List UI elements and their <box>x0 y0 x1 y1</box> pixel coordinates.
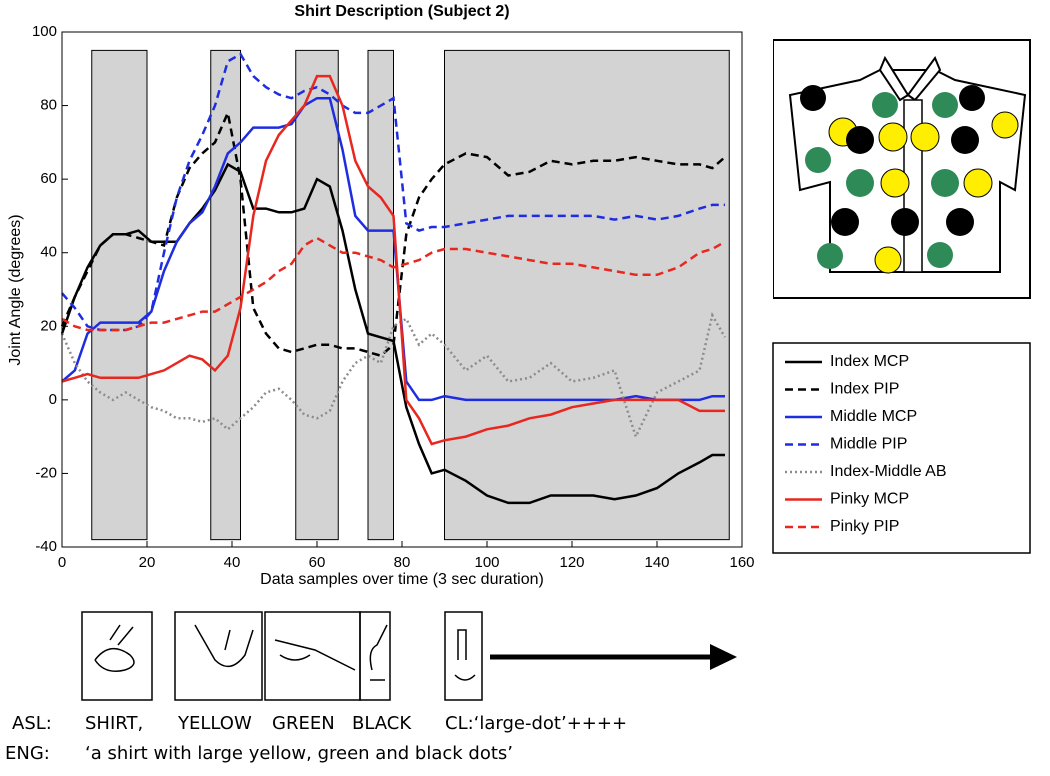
shaded-region <box>210 49 241 541</box>
y-tick-label: 0 <box>49 391 57 408</box>
legend-label: Pinky PIP <box>830 518 899 535</box>
sign-yellow <box>174 611 263 701</box>
series-line <box>61 74 725 446</box>
y-tick-label: -20 <box>35 464 57 481</box>
y-tick-label: 100 <box>32 23 57 40</box>
hand-sketch <box>454 629 476 681</box>
gloss-word: CL:‘large-dot’++++ <box>445 713 627 734</box>
plot-area: 0 20 40 60 80 100 120 140 160 -40 -20 0 20 40 60 80 100 <box>32 23 755 571</box>
legend-label: Middle PIP <box>830 436 907 453</box>
gloss-word: SHIRT, <box>85 713 143 734</box>
x-tick-label: 60 <box>309 554 326 571</box>
sign-illustrations <box>81 611 483 701</box>
y-tick-label: 20 <box>40 317 57 334</box>
series-line <box>61 96 725 402</box>
legend-label: Index MCP <box>830 353 909 370</box>
hand-sketch <box>94 624 135 672</box>
shaded-region <box>91 49 148 541</box>
series-line <box>61 236 726 332</box>
x-tick-label: 80 <box>394 554 411 571</box>
x-tick-label: 140 <box>644 554 669 571</box>
gloss-word: BLACK <box>352 713 412 734</box>
y-tick-label: 80 <box>40 97 57 114</box>
x-tick-label: 40 <box>224 554 241 571</box>
series-line <box>60 108 726 358</box>
x-tick-label: 160 <box>729 554 754 571</box>
hand-sketch <box>369 624 388 681</box>
legend-label: Index-Middle AB <box>830 463 947 480</box>
hand-sketch <box>194 624 254 668</box>
y-tick-label: -40 <box>35 538 57 555</box>
shaded-region <box>367 49 394 541</box>
legend-box <box>772 342 1031 554</box>
axes-frame <box>61 31 743 548</box>
y-tick-label: 60 <box>40 170 57 187</box>
legend: Index MCP Index PIP Middle MCP Middle PIP In… <box>785 353 947 535</box>
sign-classifier <box>444 611 483 701</box>
shirt-illustration <box>771 38 1031 300</box>
collar <box>878 55 942 102</box>
sign-shirt <box>81 611 153 701</box>
legend-label: Pinky MCP <box>830 491 909 508</box>
eng-translation: ‘a shirt with large yellow, green and bl… <box>85 743 513 764</box>
arrow-head <box>710 644 737 670</box>
gloss-word: YELLOW <box>177 713 252 734</box>
legend-label: Index PIP <box>830 381 899 398</box>
sign-green <box>264 611 361 701</box>
x-tick-label: 100 <box>474 554 499 571</box>
x-tick-label: 20 <box>139 554 156 571</box>
gloss-word: GREEN <box>272 713 335 734</box>
legend-label: Middle MCP <box>830 408 917 425</box>
x-tick-label: 120 <box>559 554 584 571</box>
hand-sketch <box>274 639 356 671</box>
shaded-region <box>295 49 339 541</box>
shaded-region <box>444 49 730 541</box>
sign-black <box>359 611 391 701</box>
asl-label: ASL: <box>12 713 52 734</box>
y-axis-title: Joint Angle (degrees) <box>7 214 24 365</box>
x-axis-title: Data samples over time (3 sec duration) <box>260 571 544 588</box>
eng-label: ENG: <box>5 743 50 764</box>
chart-title: Shirt Description (Subject 2) <box>294 3 509 20</box>
x-tick-label: 0 <box>58 554 66 571</box>
y-tick-label: 40 <box>40 244 57 261</box>
